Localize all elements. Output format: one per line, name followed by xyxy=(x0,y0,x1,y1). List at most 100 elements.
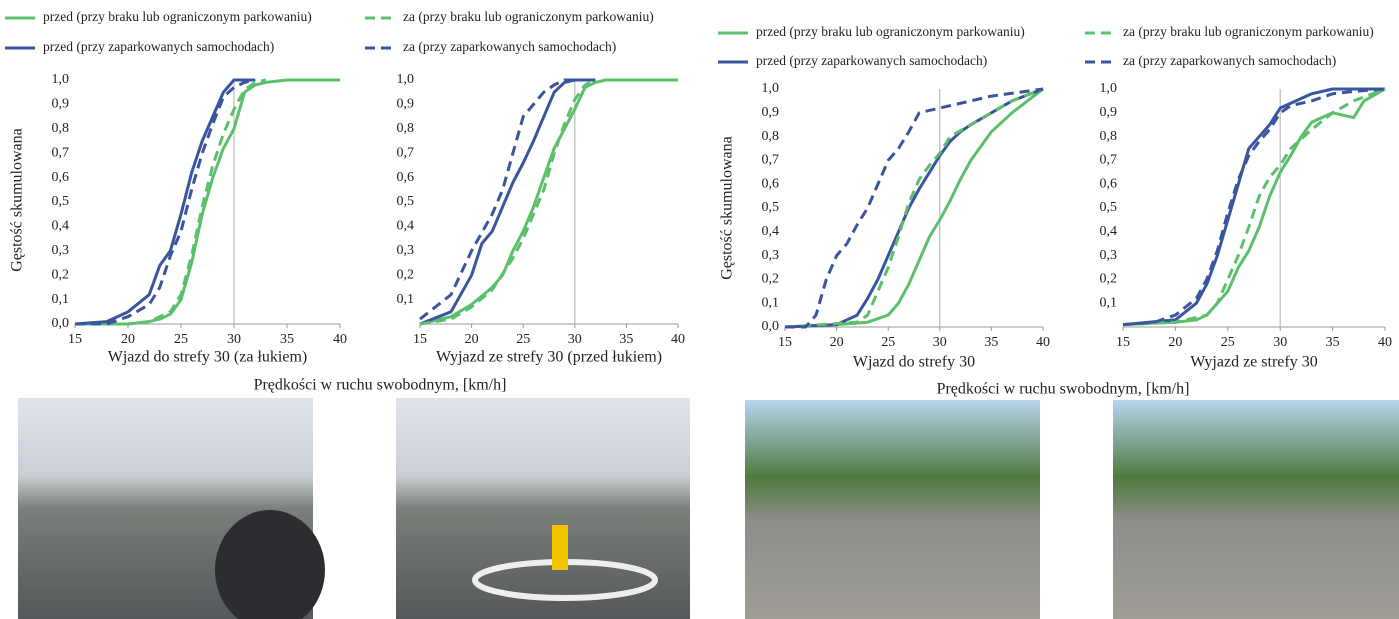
series-line xyxy=(75,80,255,324)
x-axis-label: Wyjazd ze strefy 30 xyxy=(1190,354,1317,371)
x-tick-label: 20 xyxy=(465,332,479,347)
series-line xyxy=(75,80,255,324)
y-tick-label: 0,2 xyxy=(397,267,415,282)
y-tick-label: 0,5 xyxy=(1100,200,1118,215)
y-tick-label: 0,0 xyxy=(52,316,70,331)
x-tick-label: 15 xyxy=(68,332,82,347)
x-tick-label: 15 xyxy=(413,332,427,347)
series-line xyxy=(420,80,595,324)
x-tick-label: 20 xyxy=(121,332,135,347)
series-line xyxy=(1123,89,1385,325)
y-tick-label: 0,9 xyxy=(397,97,415,112)
y-tick-label: 0,2 xyxy=(52,267,70,282)
photo xyxy=(1113,400,1399,619)
x-tick-label: 35 xyxy=(619,332,633,347)
y-tick-label: 0,3 xyxy=(397,243,415,258)
x-tick-label: 40 xyxy=(671,332,685,347)
y-tick-label: 0,8 xyxy=(1100,129,1118,144)
legend-label: za (przy zaparkowanych samochodach) xyxy=(1123,53,1336,68)
photo-bollard xyxy=(552,525,568,570)
y-tick-label: 0,1 xyxy=(1100,295,1118,310)
y-tick-label: 0,4 xyxy=(762,224,780,239)
y-tick-label: 0,7 xyxy=(52,145,70,160)
x-tick-label: 25 xyxy=(881,335,895,350)
y-tick-label: 0,8 xyxy=(762,129,780,144)
x-tick-label: 35 xyxy=(280,332,294,347)
y-tick-label: 0,6 xyxy=(397,170,415,185)
x-tick-label: 25 xyxy=(516,332,530,347)
y-tick-label: 0,3 xyxy=(762,248,780,263)
series-line xyxy=(785,89,1043,327)
series-line xyxy=(1123,89,1385,325)
x-tick-label: 35 xyxy=(1326,335,1340,350)
series-line xyxy=(420,80,678,324)
legend-label: za (przy braku lub ograniczonym parkowan… xyxy=(403,9,654,24)
x-tick-label: 15 xyxy=(1116,335,1130,350)
x-tick-label: 25 xyxy=(174,332,188,347)
y-tick-label: 0,9 xyxy=(1100,105,1118,120)
x-axis-label: Wjazd do strefy 30 xyxy=(853,354,975,371)
x-tick-label: 15 xyxy=(778,335,792,350)
x-tick-label: 40 xyxy=(1378,335,1392,350)
y-tick-label: 0,4 xyxy=(1100,224,1118,239)
y-tick-label: 0,1 xyxy=(397,292,415,307)
y-tick-label: 0,8 xyxy=(397,121,415,136)
y-tick-label: 0,6 xyxy=(52,170,70,185)
caption: Prędkości w ruchu swobodnym, [km/h] xyxy=(254,377,507,394)
y-tick-label: 0,0 xyxy=(762,319,780,334)
photo xyxy=(745,400,1040,619)
y-tick-label: 0,7 xyxy=(1100,153,1118,168)
photos xyxy=(18,398,1399,619)
y-tick-label: 0,9 xyxy=(762,105,780,120)
x-tick-label: 30 xyxy=(1273,335,1287,350)
series-line xyxy=(785,89,1043,327)
y-tick-label: 0,2 xyxy=(762,272,780,287)
x-tick-label: 35 xyxy=(984,335,998,350)
y-tick-label: 0,5 xyxy=(52,194,70,209)
series-line xyxy=(785,89,1043,327)
y-tick-label: 1,0 xyxy=(52,72,70,87)
legend-label: przed (przy zaparkowanych samochodach) xyxy=(756,53,987,68)
legend-label: za (przy zaparkowanych samochodach) xyxy=(403,39,616,54)
y-tick-label: 0,4 xyxy=(397,219,415,234)
y-tick-label: 1,0 xyxy=(1100,81,1118,96)
x-tick-label: 30 xyxy=(227,332,241,347)
series-line xyxy=(785,89,1043,327)
x-tick-label: 40 xyxy=(333,332,347,347)
y-tick-label: 0,8 xyxy=(52,121,70,136)
y-tick-label: 0,7 xyxy=(397,145,415,160)
x-tick-label: 30 xyxy=(933,335,947,350)
y-tick-label: 0,5 xyxy=(762,200,780,215)
y-tick-label: 0,3 xyxy=(52,243,70,258)
y-axis-label: Gęstość skumulowana xyxy=(719,136,736,280)
series-line xyxy=(1123,89,1385,325)
legend-label: przed (przy braku lub ograniczonym parko… xyxy=(756,24,1025,39)
y-tick-label: 0,7 xyxy=(762,153,780,168)
y-tick-label: 0,6 xyxy=(762,176,780,191)
x-tick-label: 40 xyxy=(1036,335,1050,350)
y-tick-label: 1,0 xyxy=(397,72,415,87)
x-axis-label: Wjazd do strefy 30 (za łukiem) xyxy=(108,349,307,366)
y-tick-label: 0,5 xyxy=(397,194,415,209)
y-axis-label: Gęstość skumulowana xyxy=(9,128,26,272)
legend-label: za (przy braku lub ograniczonym parkowan… xyxy=(1123,24,1374,39)
legend-label: przed (przy zaparkowanych samochodach) xyxy=(43,39,274,54)
y-tick-label: 0,4 xyxy=(52,219,70,234)
y-tick-label: 0,1 xyxy=(52,292,70,307)
y-tick-label: 0,3 xyxy=(1100,248,1118,263)
x-tick-label: 20 xyxy=(1168,335,1182,350)
caption: Prędkości w ruchu swobodnym, [km/h] xyxy=(937,381,1190,398)
legend-label: przed (przy braku lub ograniczonym parko… xyxy=(43,9,312,24)
x-tick-label: 30 xyxy=(568,332,582,347)
series-line xyxy=(1123,89,1385,325)
x-tick-label: 25 xyxy=(1221,335,1235,350)
y-tick-label: 0,9 xyxy=(52,97,70,112)
y-tick-label: 1,0 xyxy=(762,81,780,96)
y-tick-label: 0,6 xyxy=(1100,176,1118,191)
y-tick-label: 0,1 xyxy=(762,295,780,310)
y-tick-label: 0,2 xyxy=(1100,272,1118,287)
x-axis-label: Wyjazd ze strefy 30 (przed łukiem) xyxy=(436,349,662,366)
figure: Gęstość skumulowana Prędkości w ruchu sw… xyxy=(0,0,1399,619)
x-tick-label: 20 xyxy=(830,335,844,350)
series-line xyxy=(75,80,340,324)
